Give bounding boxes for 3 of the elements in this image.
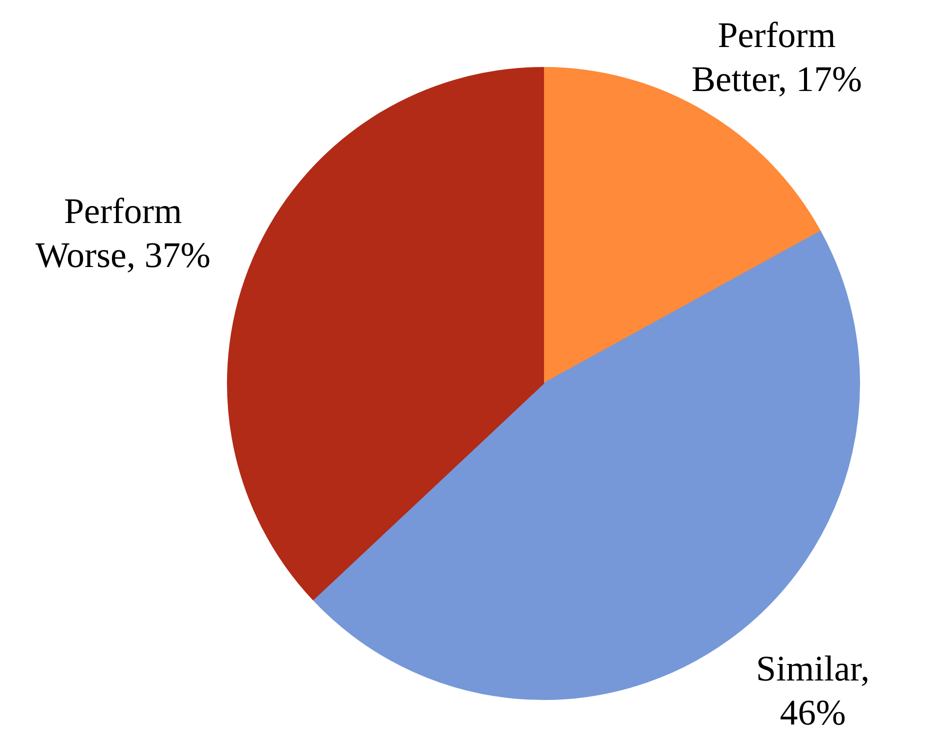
slice-label: Perform Better, 17% — [691, 15, 862, 100]
slice-label: Perform Worse, 37% — [35, 190, 211, 275]
slice-label: Similar, 46% — [756, 648, 870, 732]
